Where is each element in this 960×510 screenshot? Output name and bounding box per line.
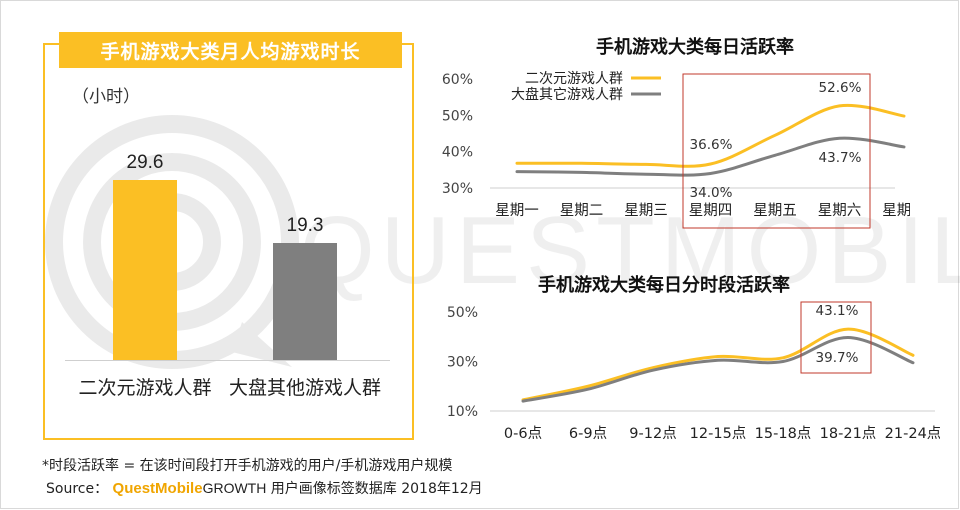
x-tick-label: 0-6点 <box>504 425 542 442</box>
x-tick-label: 星期三 <box>624 202 668 219</box>
bar-category-label-0: 二次元游戏人群 <box>78 377 212 399</box>
left-chart-title: 手机游戏大类月人均游戏时长 <box>59 32 402 68</box>
y-tick-label: 30% <box>442 181 473 197</box>
y-tick-label: 40% <box>442 145 473 161</box>
data-label: 39.7% <box>816 350 859 366</box>
x-tick-label: 15-18点 <box>755 425 812 442</box>
bar-value-label-1: 19.3 <box>286 214 324 236</box>
legend-label-1: 大盘其它游戏人群 <box>511 86 623 103</box>
highlight-box-0 <box>682 73 871 229</box>
x-tick-label: 星期日 <box>882 202 910 219</box>
hourly-activity-line-chart: 10% 30% 50% 0-6点 6-9点 9-12点 12-15点 15-18点 18-21点… <box>447 301 940 442</box>
bar-value-label-0: 29.6 <box>126 152 164 173</box>
data-label: 43.7% <box>819 150 862 166</box>
bar-baseline <box>65 360 390 361</box>
y-tick-label: 10% <box>447 404 478 420</box>
footnote: *时段活跃率 = 在该时间段打开手机游戏的用户/手机游戏用户规模 <box>42 458 453 474</box>
watermark-text: QUESTMOBILE <box>300 197 960 304</box>
hourly-chart-title: 手机游戏大类每日分时段活跃率 <box>538 275 790 296</box>
bar-0 <box>113 180 177 360</box>
x-tick-label: 星期一 <box>495 202 539 219</box>
weekly-activity-line-chart: 30% 40% 50% 60% 星期一 星期二 星期三 星期四 星期五 星期六 星期日 36.6% 34… <box>442 71 910 229</box>
source-growth: GROWTH <box>202 480 267 496</box>
weekly-chart-title: 手机游戏大类每日活跃率 <box>596 37 794 58</box>
series-line-1 <box>515 136 906 177</box>
series-line-0 <box>521 327 915 402</box>
highlight-box-0 <box>800 301 872 374</box>
x-tick-label: 12-15点 <box>690 425 747 442</box>
y-tick-label: 50% <box>442 108 473 124</box>
source-line: Source： QuestMobileGROWTH 用户画像标签数据库 2018… <box>46 478 483 498</box>
y-tick-label: 60% <box>442 72 473 88</box>
source-prefix: Source： <box>46 481 113 497</box>
x-tick-label: 6-9点 <box>569 425 607 442</box>
bar-category-label-1: 大盘其他游戏人群 <box>228 377 381 399</box>
x-tick-label: 星期五 <box>753 202 797 219</box>
series-line-0 <box>515 103 906 168</box>
bar-1 <box>273 242 337 360</box>
x-tick-label: 星期二 <box>560 202 604 219</box>
y-tick-label: 50% <box>447 305 478 321</box>
x-tick-label: 星期四 <box>689 202 733 219</box>
x-tick-label: 18-21点 <box>820 425 877 442</box>
x-tick-label: 星期六 <box>818 202 862 219</box>
data-label: 52.6% <box>819 80 862 96</box>
x-tick-label: 9-12点 <box>629 425 676 442</box>
data-label: 36.6% <box>690 137 733 153</box>
source-brand: QuestMobile <box>112 480 203 497</box>
source-rest: 用户画像标签数据库 2018年12月 <box>266 481 483 497</box>
x-tick-label: 21-24点 <box>885 425 940 442</box>
series-line-1 <box>521 335 915 403</box>
data-label: 34.0% <box>690 185 733 201</box>
legend-label-0: 二次元游戏人群 <box>525 71 623 87</box>
data-label: 43.1% <box>816 303 859 319</box>
y-tick-label: 30% <box>447 355 478 371</box>
left-chart-unit: （小时） <box>72 87 140 107</box>
